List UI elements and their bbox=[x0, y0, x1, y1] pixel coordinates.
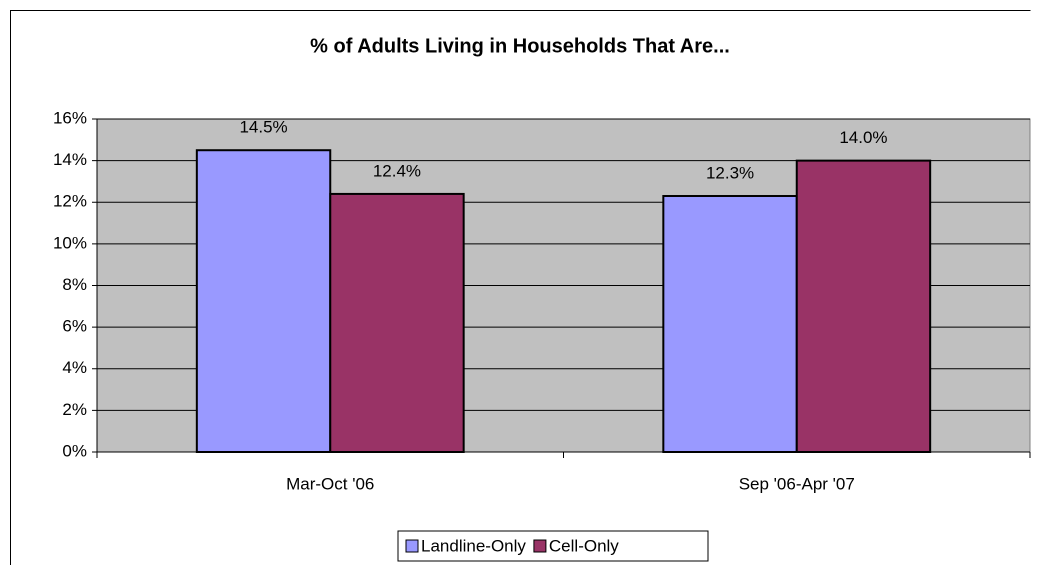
bar bbox=[662, 195, 798, 453]
chart-border bbox=[10, 10, 1031, 565]
bar bbox=[195, 149, 332, 453]
y-tick-label: 8% bbox=[62, 275, 87, 294]
legend-label: Landline-Only bbox=[421, 536, 526, 555]
y-tick-label: 4% bbox=[62, 358, 87, 377]
x-tick-label: Sep '06-Apr '07 bbox=[739, 474, 855, 493]
y-tick-label: 0% bbox=[62, 441, 87, 460]
x-tick-label: Mar-Oct '06 bbox=[286, 474, 374, 493]
legend-swatch bbox=[533, 539, 547, 553]
value-label: 12.3% bbox=[706, 163, 754, 182]
legend-swatch bbox=[405, 539, 419, 553]
y-tick-label: 2% bbox=[62, 400, 87, 419]
y-tick-label: 10% bbox=[53, 233, 87, 252]
value-label: 12.4% bbox=[373, 161, 421, 180]
y-tick-label: 6% bbox=[62, 317, 87, 336]
value-label: 14.0% bbox=[839, 128, 887, 147]
chart-title: % of Adults Living in Households That Ar… bbox=[310, 35, 730, 57]
bar bbox=[329, 192, 465, 454]
y-tick-label: 14% bbox=[53, 150, 87, 169]
value-label: 14.5% bbox=[239, 118, 287, 137]
y-tick-label: 12% bbox=[53, 192, 87, 211]
bar bbox=[795, 159, 932, 453]
y-tick-label: 16% bbox=[53, 108, 87, 127]
legend-box bbox=[397, 530, 709, 562]
legend-label: Cell-Only bbox=[549, 536, 619, 555]
